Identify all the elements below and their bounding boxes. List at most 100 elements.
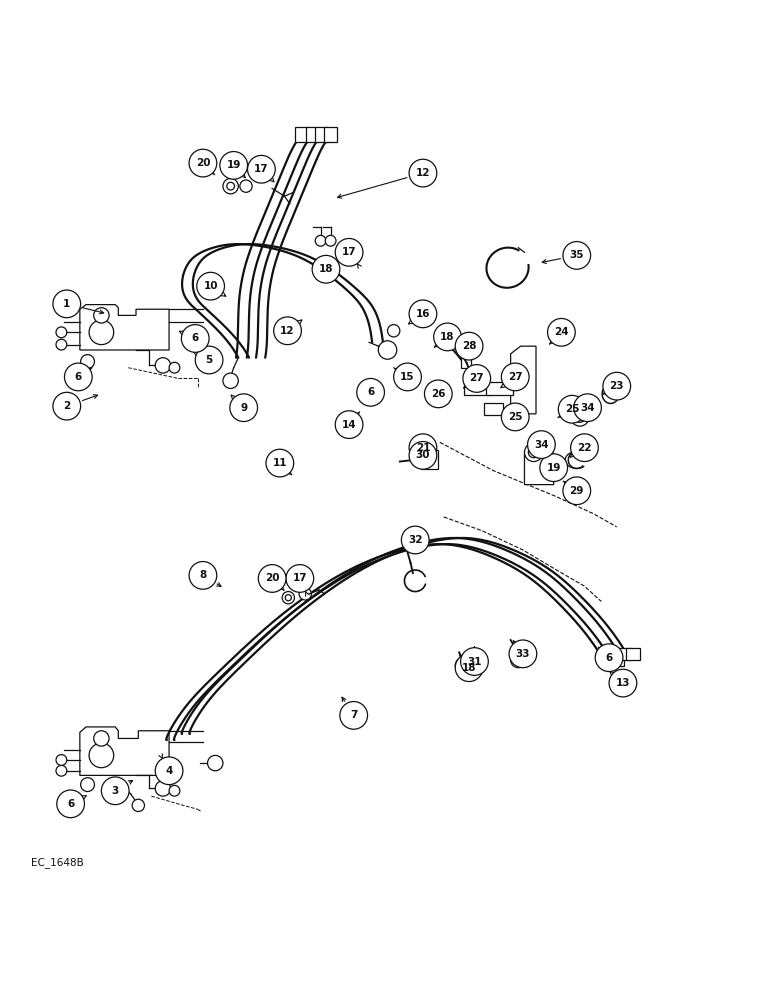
Text: 7: 7 (350, 710, 357, 720)
Bar (315, 127, 327, 142)
Text: 15: 15 (401, 372, 415, 382)
Circle shape (455, 654, 483, 682)
Circle shape (563, 477, 591, 505)
Text: 2: 2 (63, 401, 70, 411)
Text: 12: 12 (280, 326, 295, 336)
Text: 31: 31 (467, 657, 482, 667)
Text: 4: 4 (165, 766, 173, 776)
Circle shape (274, 317, 301, 345)
Circle shape (53, 290, 80, 318)
Bar (626, 648, 640, 660)
Circle shape (56, 765, 66, 776)
Circle shape (510, 652, 526, 668)
Text: EC_1648B: EC_1648B (31, 857, 83, 868)
Circle shape (101, 777, 129, 805)
Text: 8: 8 (199, 570, 207, 580)
Circle shape (312, 255, 340, 283)
Text: 17: 17 (342, 247, 357, 257)
Text: 1: 1 (63, 299, 70, 309)
Circle shape (574, 394, 601, 422)
Circle shape (80, 355, 94, 368)
Text: 20: 20 (195, 158, 210, 168)
Bar (618, 648, 632, 660)
Circle shape (571, 434, 598, 462)
Circle shape (409, 300, 437, 328)
Circle shape (89, 743, 113, 768)
Text: 30: 30 (415, 450, 430, 460)
Circle shape (558, 395, 586, 423)
Bar (295, 127, 307, 142)
Text: 21: 21 (415, 443, 430, 453)
Circle shape (220, 152, 248, 179)
Circle shape (524, 443, 543, 462)
Circle shape (409, 434, 437, 462)
Text: 27: 27 (508, 372, 523, 382)
Circle shape (455, 332, 483, 360)
Circle shape (394, 363, 422, 391)
Circle shape (357, 378, 384, 406)
Bar (503, 409, 522, 422)
Bar (611, 654, 625, 666)
Circle shape (527, 431, 555, 458)
Text: 18: 18 (462, 663, 476, 673)
Text: 3: 3 (112, 786, 119, 796)
Circle shape (65, 363, 92, 391)
Circle shape (169, 785, 180, 796)
Circle shape (195, 346, 223, 374)
Circle shape (603, 372, 631, 400)
Text: 19: 19 (226, 160, 241, 170)
Text: 28: 28 (462, 341, 476, 351)
Circle shape (571, 408, 589, 426)
Circle shape (208, 755, 223, 771)
Text: 11: 11 (273, 458, 287, 468)
Text: 26: 26 (431, 389, 445, 399)
Text: 6: 6 (605, 653, 613, 663)
Text: 18: 18 (319, 264, 334, 274)
Text: 32: 32 (408, 535, 422, 545)
Bar (485, 403, 503, 415)
Polygon shape (510, 346, 536, 414)
Circle shape (223, 373, 239, 388)
Circle shape (299, 588, 311, 600)
Circle shape (409, 159, 437, 187)
Text: 22: 22 (577, 443, 591, 453)
Text: 5: 5 (205, 355, 213, 365)
Text: 14: 14 (342, 420, 357, 430)
Circle shape (155, 757, 183, 785)
Circle shape (189, 562, 217, 589)
Circle shape (89, 320, 113, 345)
Text: 20: 20 (265, 573, 279, 583)
Circle shape (609, 669, 637, 697)
Circle shape (501, 403, 529, 431)
Text: 13: 13 (616, 678, 630, 688)
Circle shape (230, 394, 258, 422)
Text: 34: 34 (581, 403, 595, 413)
Circle shape (595, 644, 623, 672)
Text: 6: 6 (67, 799, 74, 809)
Circle shape (197, 272, 225, 300)
Circle shape (315, 235, 326, 246)
Text: 29: 29 (570, 486, 584, 496)
Circle shape (132, 799, 144, 812)
Circle shape (574, 412, 585, 422)
Text: 27: 27 (469, 373, 484, 383)
Text: 24: 24 (554, 327, 569, 337)
Circle shape (409, 442, 437, 469)
Text: 10: 10 (203, 281, 218, 291)
Circle shape (335, 238, 363, 266)
Text: 33: 33 (516, 649, 530, 659)
Circle shape (181, 325, 209, 352)
Circle shape (169, 362, 180, 373)
Text: 25: 25 (565, 404, 580, 414)
Circle shape (461, 648, 489, 675)
Circle shape (401, 526, 429, 554)
Circle shape (155, 781, 171, 796)
Circle shape (425, 380, 452, 408)
Circle shape (57, 790, 84, 818)
Circle shape (563, 242, 591, 269)
Text: 18: 18 (440, 332, 455, 342)
Circle shape (282, 592, 294, 604)
Text: 19: 19 (547, 463, 561, 473)
Bar (465, 382, 492, 395)
Bar (324, 127, 337, 142)
